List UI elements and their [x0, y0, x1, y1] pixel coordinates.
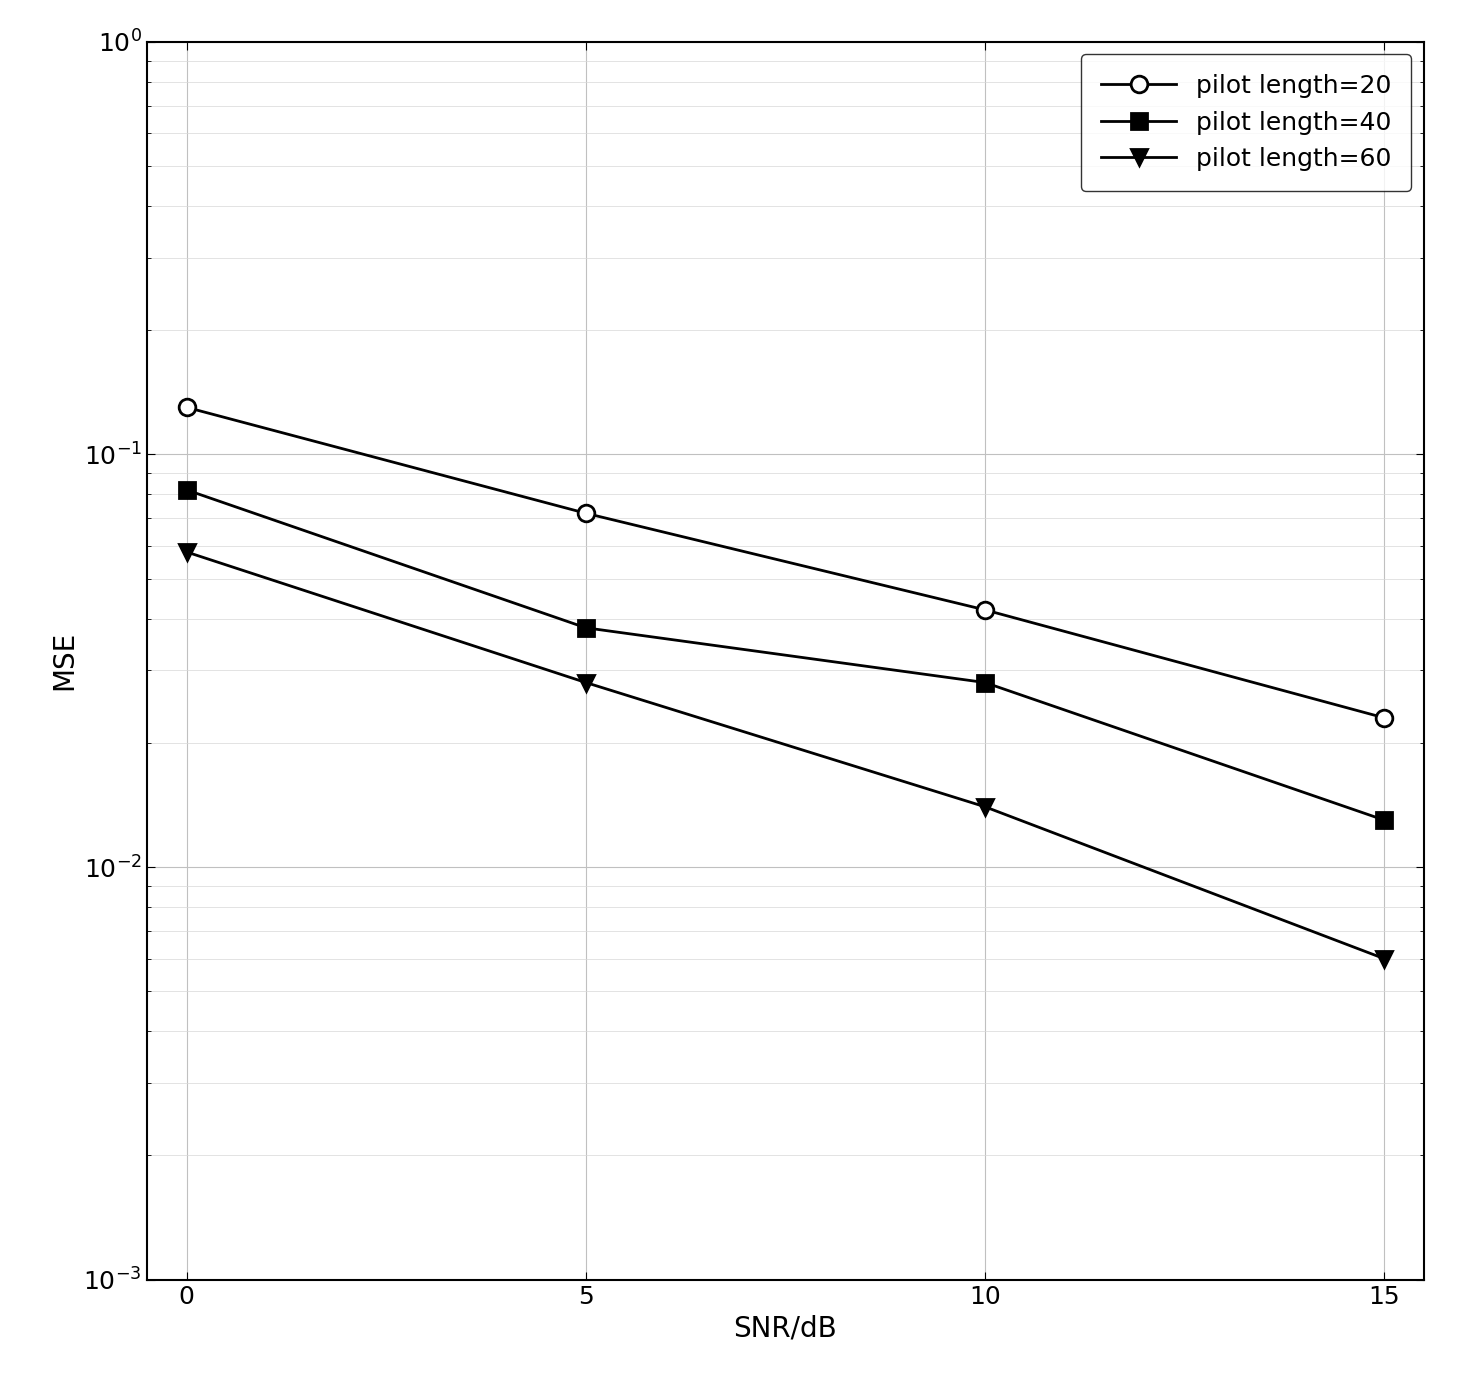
pilot length=60 — [178, 544, 195, 561]
pilot length=40 — [976, 675, 994, 691]
pilot length=40 — [178, 481, 195, 498]
Y-axis label: MSE: MSE — [50, 632, 78, 690]
pilot length=60 — [1376, 950, 1393, 967]
Line: pilot length=20: pilot length=20 — [179, 399, 1392, 726]
pilot length=20 — [1376, 709, 1393, 726]
Line: pilot length=40: pilot length=40 — [179, 481, 1392, 829]
Line: pilot length=60: pilot length=60 — [179, 544, 1392, 967]
pilot length=40 — [577, 619, 595, 636]
X-axis label: SNR/dB: SNR/dB — [734, 1314, 837, 1342]
pilot length=20 — [577, 505, 595, 522]
pilot length=40 — [1376, 812, 1393, 829]
pilot length=60 — [577, 675, 595, 691]
pilot length=60 — [976, 798, 994, 815]
pilot length=20 — [178, 399, 195, 416]
Legend: pilot length=20, pilot length=40, pilot length=60: pilot length=20, pilot length=40, pilot … — [1080, 54, 1411, 191]
pilot length=20 — [976, 601, 994, 618]
